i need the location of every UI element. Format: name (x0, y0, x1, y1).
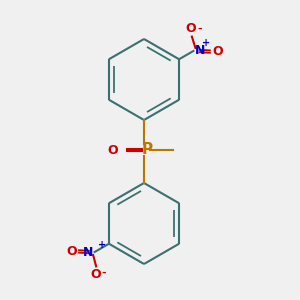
Text: O: O (185, 22, 196, 35)
Text: +: + (202, 38, 210, 48)
Text: N: N (195, 44, 205, 58)
Text: O: O (91, 268, 101, 281)
Text: O: O (107, 143, 118, 157)
Text: -: - (101, 268, 106, 278)
Text: +: + (98, 240, 106, 250)
Text: O: O (66, 245, 76, 258)
Text: P: P (142, 142, 153, 158)
Text: O: O (212, 45, 223, 58)
Text: -: - (197, 24, 202, 34)
Text: N: N (83, 245, 93, 259)
